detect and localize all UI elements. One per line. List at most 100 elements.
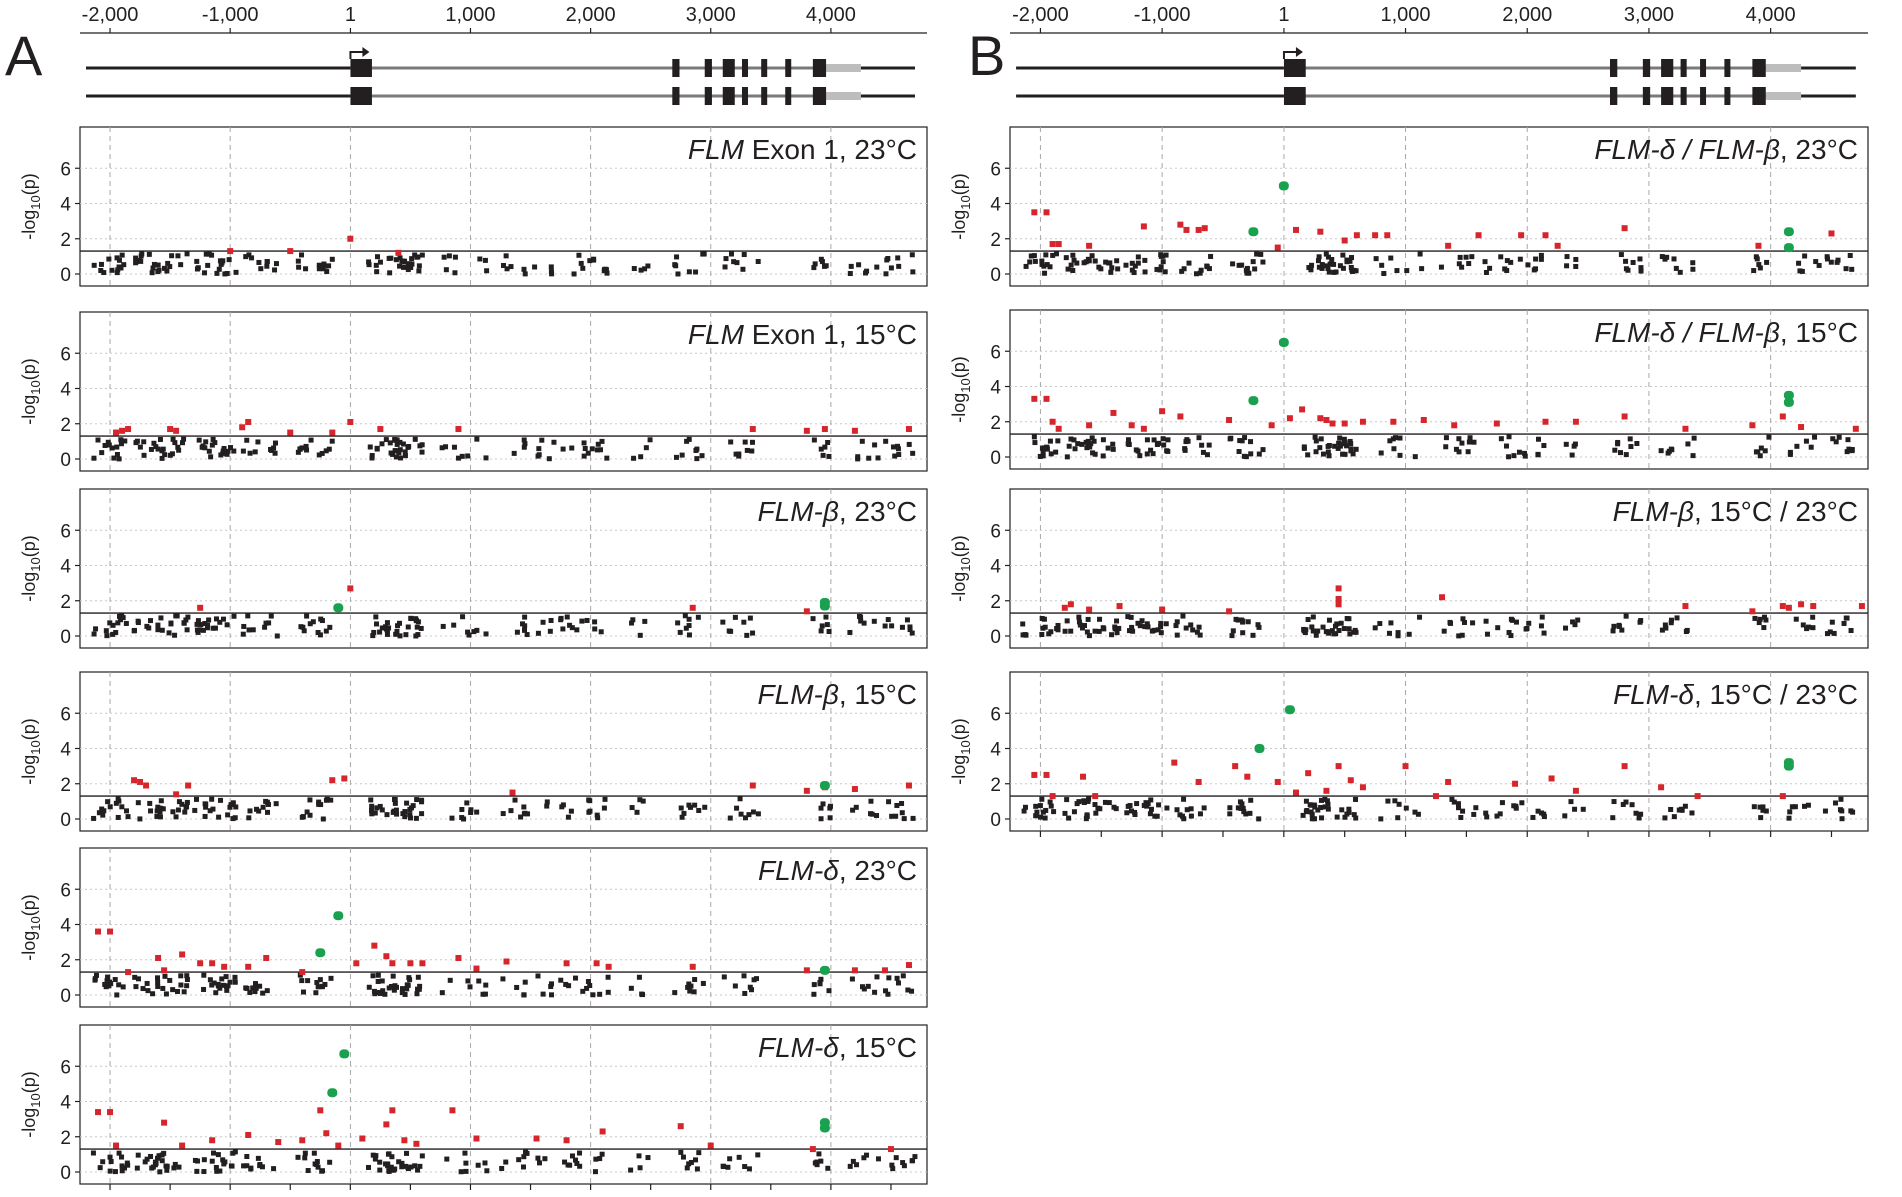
significant-point	[1852, 425, 1859, 432]
nonsignificant-point	[304, 447, 310, 453]
nonsignificant-point	[590, 992, 596, 998]
nonsignificant-point	[305, 1168, 311, 1174]
nonsignificant-point	[755, 811, 761, 817]
nonsignificant-point	[150, 991, 156, 997]
nonsignificant-point	[444, 1156, 450, 1162]
nonsignificant-point	[217, 258, 223, 264]
significant-point	[1201, 225, 1208, 232]
nonsignificant-point	[1353, 268, 1359, 274]
nonsignificant-point	[584, 985, 590, 991]
nonsignificant-point	[1074, 260, 1080, 266]
nonsignificant-point	[417, 443, 423, 449]
nonsignificant-point	[1671, 256, 1677, 262]
significant-point	[341, 775, 348, 782]
nonsignificant-point	[1463, 254, 1469, 260]
nonsignificant-point	[817, 979, 823, 985]
nonsignificant-point	[451, 622, 457, 628]
nonsignificant-point	[1174, 619, 1180, 625]
significant-point	[1043, 209, 1050, 216]
nonsignificant-point	[1144, 451, 1150, 457]
significant-point	[1335, 595, 1342, 602]
nonsignificant-point	[1326, 630, 1332, 636]
nonsignificant-point	[1160, 253, 1166, 259]
nonsignificant-point	[201, 1157, 207, 1163]
significant-point	[1621, 763, 1628, 770]
nonsignificant-point	[404, 1150, 410, 1156]
nonsignificant-point	[1347, 258, 1353, 264]
nonsignificant-point	[1071, 437, 1077, 443]
nonsignificant-point	[118, 441, 124, 447]
nonsignificant-point	[563, 981, 569, 987]
significant-point	[1341, 420, 1348, 427]
nonsignificant-point	[1563, 441, 1569, 447]
nonsignificant-point	[1419, 266, 1425, 272]
nonsignificant-point	[225, 448, 231, 454]
significant-point	[173, 791, 180, 798]
nonsignificant-point	[114, 451, 120, 457]
nonsignificant-point	[535, 973, 541, 979]
significant-point	[1439, 594, 1446, 601]
nonsignificant-point	[811, 265, 817, 271]
nonsignificant-point	[97, 1165, 103, 1171]
nonsignificant-point	[1623, 799, 1629, 805]
nonsignificant-point	[885, 617, 891, 623]
nonsignificant-point	[273, 801, 279, 807]
nonsignificant-point	[224, 270, 230, 276]
nonsignificant-point	[1309, 811, 1315, 817]
significant-point	[803, 787, 810, 794]
nonsignificant-point	[1337, 263, 1343, 269]
nonsignificant-point	[1088, 441, 1094, 447]
significant-point	[1092, 793, 1099, 800]
nonsignificant-point	[1315, 807, 1321, 813]
significant-point	[1390, 418, 1397, 425]
nonsignificant-point	[728, 439, 734, 445]
nonsignificant-point	[1114, 618, 1120, 624]
nonsignificant-point	[1065, 266, 1071, 272]
nonsignificant-point	[1346, 626, 1352, 632]
nonsignificant-point	[1764, 259, 1770, 265]
gene-exon	[672, 87, 680, 105]
nonsignificant-point	[165, 260, 171, 266]
nonsignificant-point	[1575, 617, 1581, 623]
significant-point	[1268, 422, 1275, 429]
nonsignificant-point	[1237, 799, 1243, 805]
plot-frame	[1009, 126, 1869, 287]
nonsignificant-point	[120, 984, 126, 990]
nonsignificant-point	[1530, 814, 1536, 820]
nonsignificant-point	[1797, 268, 1803, 274]
nonsignificant-point	[1800, 622, 1806, 628]
nonsignificant-point	[101, 270, 107, 276]
nonsignificant-point	[874, 813, 880, 819]
nonsignificant-point	[1047, 799, 1053, 805]
nonsignificant-point	[683, 625, 689, 631]
significant-point	[1177, 413, 1184, 420]
nonsignificant-point	[568, 808, 574, 814]
nonsignificant-point	[160, 985, 166, 991]
nonsignificant-point	[750, 630, 756, 636]
nonsignificant-point	[1531, 267, 1537, 273]
nonsignificant-point	[1344, 811, 1350, 817]
significant-point	[287, 429, 294, 436]
nonsignificant-point	[112, 977, 118, 983]
nonsignificant-point	[416, 263, 422, 269]
nonsignificant-point	[894, 975, 900, 981]
significant-point	[1694, 793, 1701, 800]
nonsignificant-point	[367, 444, 373, 450]
nonsignificant-point	[1506, 630, 1512, 636]
nonsignificant-point	[1074, 801, 1080, 807]
significant-point	[239, 424, 246, 431]
nonsignificant-point	[818, 628, 824, 634]
nonsignificant-point	[747, 984, 753, 990]
nonsignificant-point	[483, 982, 489, 988]
nonsignificant-point	[246, 252, 252, 258]
nonsignificant-point	[263, 620, 269, 626]
nonsignificant-point	[1539, 810, 1545, 816]
nonsignificant-point	[1460, 616, 1466, 622]
nonsignificant-point	[133, 255, 139, 261]
nonsignificant-point	[1063, 255, 1069, 261]
nonsignificant-point	[1312, 804, 1318, 810]
nonsignificant-point	[247, 450, 253, 456]
nonsignificant-point	[741, 252, 747, 258]
nonsignificant-point	[464, 800, 470, 806]
nonsignificant-point	[628, 1167, 634, 1173]
